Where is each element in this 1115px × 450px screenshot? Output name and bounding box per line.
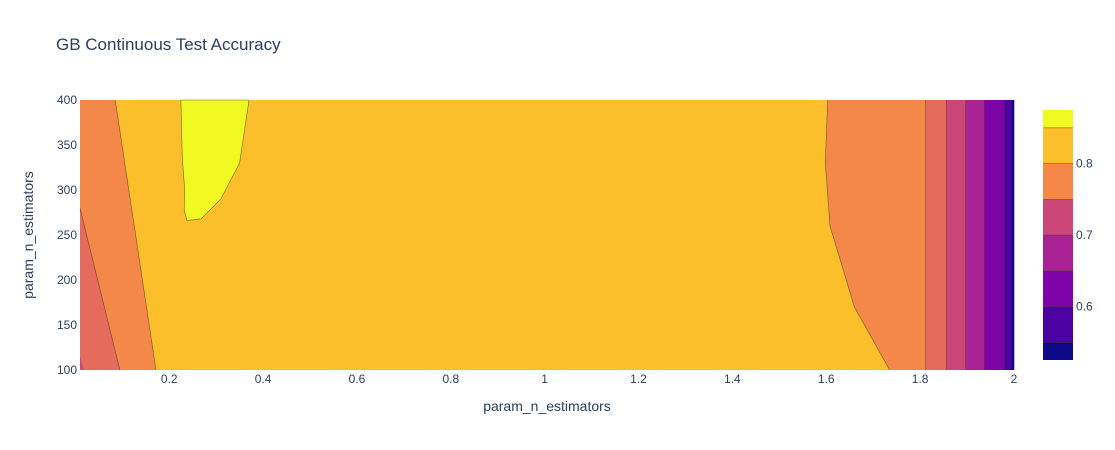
contour-region-left-corner: [80, 356, 84, 370]
colorbar-ticks: 0.6 0.7 0.8: [1076, 157, 1093, 314]
contour-band-0.65: [946, 100, 966, 370]
colorbar-segment: [1043, 235, 1073, 271]
colorbar-segment: [1043, 127, 1073, 164]
colorbar-tick-label: 0.8: [1076, 157, 1093, 171]
plot-area: [80, 100, 1015, 370]
contour-band-0.7: [925, 100, 947, 370]
colorbar-segment: [1043, 306, 1073, 343]
contour-band-0.45: [1011, 100, 1015, 370]
contour-band-0.5: [1004, 100, 1012, 370]
y-tick-label: 150: [57, 318, 77, 332]
x-tick-label: 0.4: [255, 372, 272, 386]
colorbar-segment: [1043, 199, 1073, 235]
contour-line-left-outer: [114, 99, 157, 371]
contour-region-right-orange: [825, 100, 930, 370]
chart-title: GB Continuous Test Accuracy: [56, 35, 281, 54]
contour-line-left-inner: [79, 207, 121, 371]
contour-line-yellow: [180, 99, 250, 221]
contour-region-yellow: [180, 100, 249, 221]
x-tick-label: 1.4: [724, 372, 741, 386]
contour-band-0.55: [984, 100, 1005, 370]
colorbar-segment: [1043, 342, 1073, 360]
x-axis-ticks: 0.2 0.4 0.6 0.8 1 1.2 1.4 1.6 1.8 2: [161, 372, 1018, 386]
colorbar-tick-label: 0.6: [1076, 299, 1093, 313]
x-tick-label: 2: [1011, 372, 1018, 386]
y-tick-label: 250: [57, 228, 77, 242]
y-axis-ticks: 100 150 200 250 300 350 400: [57, 93, 77, 377]
y-axis-title: param_n_estimators: [20, 171, 36, 299]
x-tick-label: 0.6: [349, 372, 366, 386]
y-tick-label: 400: [57, 93, 77, 107]
colorbar-segment: [1043, 270, 1073, 307]
contour-lines: [79, 99, 1005, 371]
colorbar-segment: [1043, 163, 1073, 200]
x-tick-label: 0.2: [161, 372, 178, 386]
colorbar-tick-label: 0.7: [1076, 228, 1093, 242]
contour-band-0.6: [965, 100, 985, 370]
x-tick-label: 1: [541, 372, 548, 386]
x-axis-title: param_n_estimators: [483, 398, 611, 414]
contour-line-right-orange: [824, 99, 890, 371]
x-tick-label: 1.2: [630, 372, 647, 386]
y-tick-label: 300: [57, 183, 77, 197]
x-tick-label: 1.8: [912, 372, 929, 386]
colorbar-segment: [1043, 110, 1073, 128]
y-tick-label: 200: [57, 273, 77, 287]
colorbar: [1043, 110, 1073, 360]
y-tick-label: 100: [57, 363, 77, 377]
y-tick-label: 350: [57, 138, 77, 152]
x-tick-label: 0.8: [442, 372, 459, 386]
x-tick-label: 1.6: [818, 372, 835, 386]
